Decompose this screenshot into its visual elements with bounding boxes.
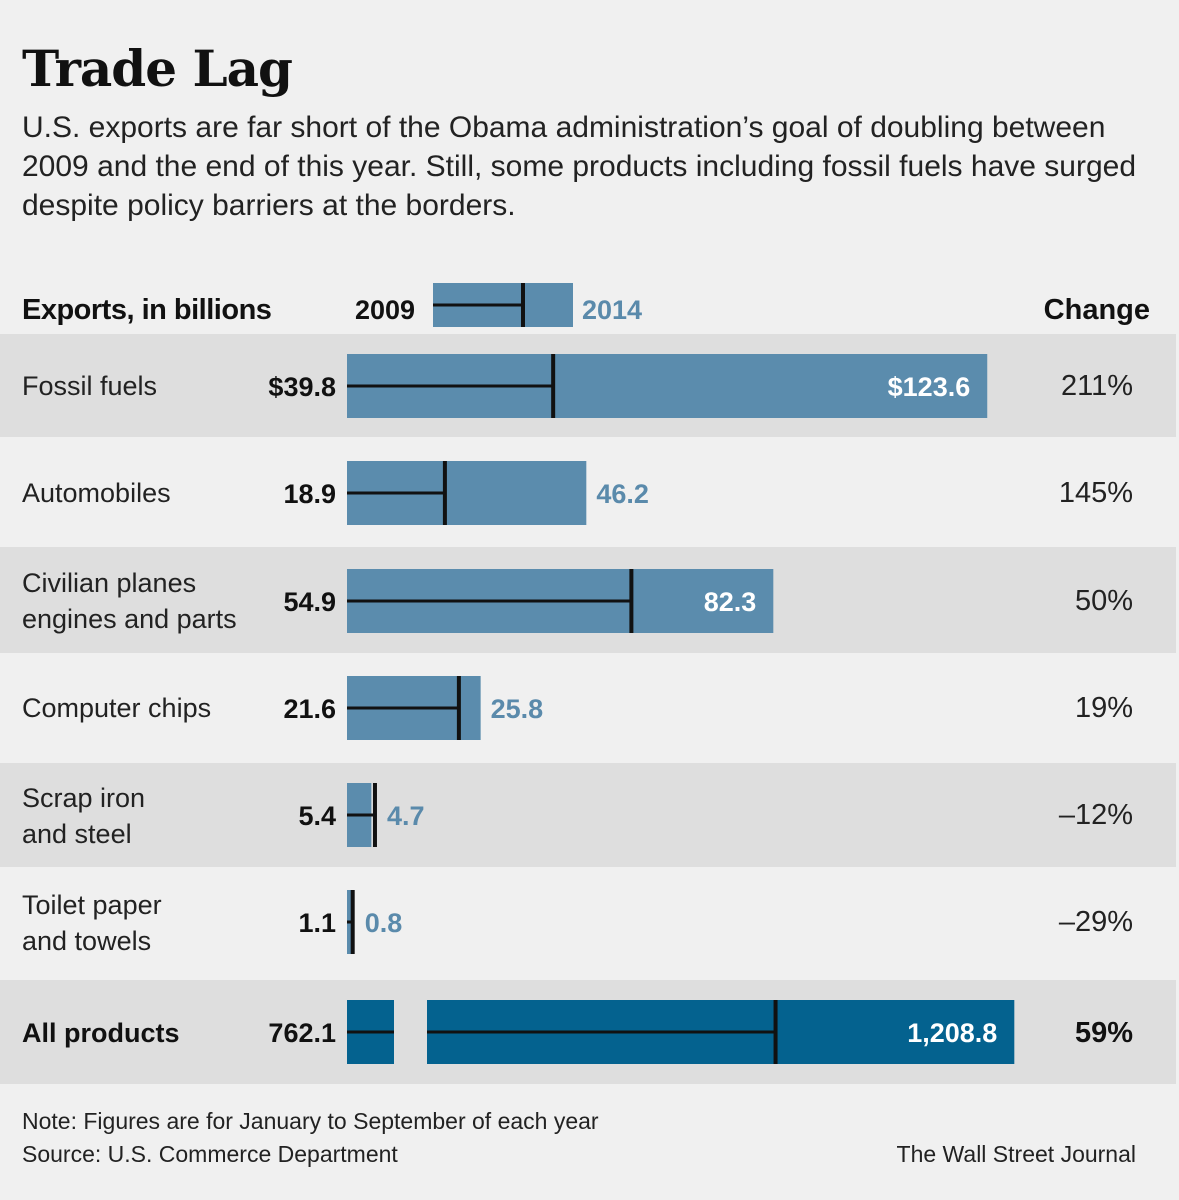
change-value-civilian-planes: 50% (1074, 585, 1133, 617)
change-value-all-products: 59% (1074, 1017, 1133, 1049)
category-label-all-products: All products (22, 1018, 180, 1048)
category-label-line: Toilet paper (22, 890, 162, 920)
value-label-2014: 0.8 (365, 908, 403, 938)
category-label-line: and towels (22, 926, 152, 956)
column-header: Exports, in billions (22, 294, 272, 326)
legend-label-2009: 2009 (355, 295, 416, 325)
value-label-2014-total: 1,208.8 (907, 1018, 997, 1048)
category-label-line: Scrap iron (22, 783, 146, 813)
change-value-fossil-fuels: 211% (1060, 370, 1133, 402)
category-label-automobiles: Automobiles (22, 478, 171, 508)
legend-label-2014: 2014 (582, 295, 643, 325)
change-value-computer-chips: 19% (1074, 692, 1133, 724)
category-label-scrap-iron: Scrap iron and steel (22, 780, 145, 852)
chart-title: Trade Lag (22, 39, 293, 98)
category-label-line: and steel (22, 819, 132, 849)
category-label-line: Civilian planes (22, 568, 197, 598)
value-label-2009: $39.8 (268, 372, 336, 402)
chart-subtitle: U.S. exports are far short of the Obama … (22, 111, 1136, 222)
category-label-fossil-fuels: Fossil fuels (22, 371, 158, 401)
value-label-2009-total: 762.1 (268, 1018, 336, 1048)
category-label-computer-chips: Computer chips (22, 693, 212, 723)
category-label-toilet-paper: Toilet paper and towels (22, 887, 162, 959)
value-label-2014: 4.7 (387, 801, 425, 831)
change-value-toilet-paper: –29% (1058, 906, 1133, 938)
change-value-scrap-iron: –12% (1058, 799, 1133, 831)
category-label-civilian-planes: Civilian planes engines and parts (22, 565, 237, 637)
chart-note: Note: Figures are for January to Septemb… (22, 1108, 599, 1134)
legend-swatch (433, 283, 573, 327)
value-label-2014: 25.8 (491, 694, 544, 724)
value-label-2009: 18.9 (283, 479, 336, 509)
change-value-automobiles: 145% (1058, 477, 1133, 509)
chart-source: Source: U.S. Commerce Department (22, 1141, 398, 1167)
change-header: Change (1043, 294, 1150, 326)
row-band-scrap-iron (0, 763, 1176, 867)
value-label-2009: 21.6 (283, 694, 336, 724)
value-label-2014: 46.2 (596, 479, 649, 509)
value-label-2014: $123.6 (888, 372, 971, 402)
value-label-2009: 1.1 (298, 908, 336, 938)
category-label-line: engines and parts (22, 604, 237, 634)
value-label-2009: 5.4 (298, 801, 336, 831)
value-label-2009: 54.9 (283, 587, 336, 617)
chart-credit: The Wall Street Journal (896, 1141, 1136, 1167)
value-label-2014: 82.3 (704, 587, 757, 617)
